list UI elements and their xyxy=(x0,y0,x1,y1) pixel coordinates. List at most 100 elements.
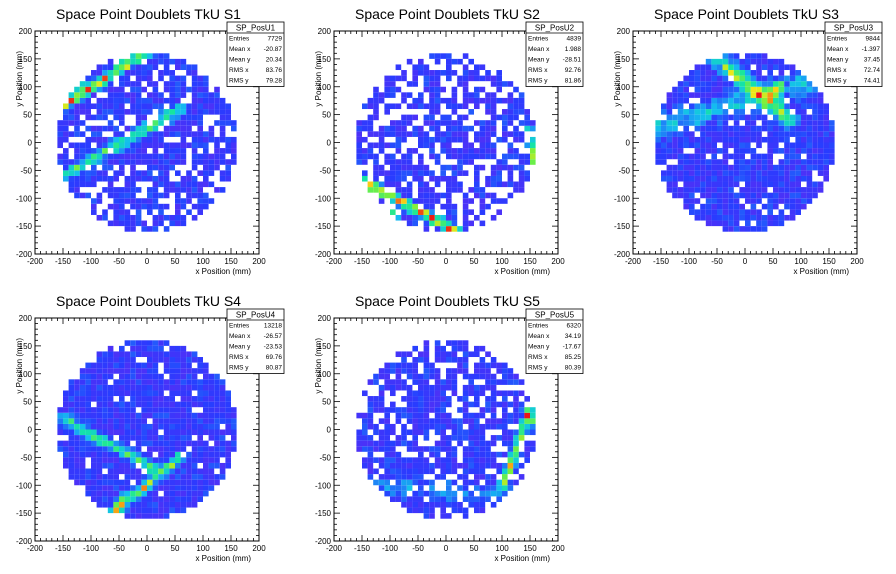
heatmap-bin xyxy=(502,97,508,104)
heatmap-bin xyxy=(203,198,209,204)
heatmap-bin xyxy=(474,170,480,176)
heatmap-bin xyxy=(412,220,418,227)
heatmap-bin xyxy=(208,462,215,469)
heatmap-bin xyxy=(141,86,147,93)
heatmap-bin xyxy=(457,396,463,402)
heatmap-bin xyxy=(756,220,762,227)
heatmap-bin xyxy=(518,103,525,110)
heatmap-bin xyxy=(795,209,801,215)
heatmap-bin xyxy=(440,203,446,210)
heatmap-bin xyxy=(163,401,170,408)
heatmap-bin xyxy=(180,396,187,402)
heatmap-bin xyxy=(689,192,695,199)
heatmap-bin xyxy=(113,496,119,502)
heatmap-bin xyxy=(135,435,142,441)
heatmap-bin xyxy=(524,125,530,132)
heatmap-bin xyxy=(124,407,131,413)
heatmap-bin xyxy=(485,474,491,480)
heatmap-bin xyxy=(462,159,469,165)
heatmap-bin xyxy=(418,214,424,221)
heatmap-bin xyxy=(130,407,136,413)
heatmap-bin xyxy=(705,220,712,227)
heatmap-bin xyxy=(429,490,435,497)
heatmap-bin xyxy=(711,97,717,104)
heatmap-bin xyxy=(91,181,97,188)
heatmap-bin xyxy=(96,351,103,358)
heatmap-bin xyxy=(705,131,712,137)
heatmap-bin xyxy=(152,198,159,204)
heatmap-bin xyxy=(74,474,80,480)
heatmap-bin xyxy=(429,92,435,98)
heatmap-bin xyxy=(147,75,153,82)
heatmap-bin xyxy=(141,474,147,480)
heatmap-bin xyxy=(378,198,385,204)
heatmap-bin xyxy=(158,109,164,115)
heatmap-bin xyxy=(423,142,430,149)
heatmap-bin xyxy=(434,75,441,82)
heatmap-bin xyxy=(362,446,368,452)
heatmap-bin xyxy=(462,70,469,76)
heatmap-bin xyxy=(446,175,452,182)
heatmap-bin xyxy=(496,75,502,82)
heatmap-bin xyxy=(180,103,187,110)
heatmap-bin xyxy=(829,153,835,160)
heatmap-bin xyxy=(96,64,103,71)
heatmap-bin xyxy=(63,131,69,137)
heatmap-bin xyxy=(418,209,424,215)
heatmap-bin xyxy=(175,457,181,463)
heatmap-bin xyxy=(784,198,790,204)
heatmap-bin xyxy=(214,401,220,408)
heatmap-bin xyxy=(356,440,362,447)
heatmap-bin xyxy=(57,120,63,126)
heatmap-bin xyxy=(373,97,379,104)
heatmap-bin xyxy=(113,501,119,508)
heatmap-bin xyxy=(175,474,181,480)
heatmap-bin xyxy=(429,120,435,126)
heatmap-bin xyxy=(169,429,175,436)
heatmap-bin xyxy=(750,125,757,132)
heatmap-bin xyxy=(728,175,734,182)
heatmap-bin xyxy=(507,175,514,182)
heatmap-bin xyxy=(474,384,480,391)
heatmap-bin xyxy=(733,70,740,76)
y-tick-label: 50 xyxy=(23,111,32,120)
heatmap-bin xyxy=(191,70,198,76)
heatmap-bin xyxy=(496,490,502,497)
heatmap-bin xyxy=(191,490,198,497)
heatmap-bin xyxy=(180,153,187,160)
heatmap-bin xyxy=(57,412,63,419)
heatmap-bin xyxy=(169,423,175,430)
heatmap-bin xyxy=(728,192,734,199)
heatmap-bin xyxy=(91,446,97,452)
heatmap-bin xyxy=(806,159,813,165)
heatmap-bin xyxy=(733,53,740,59)
heatmap-bin xyxy=(373,468,379,475)
heatmap-bin xyxy=(739,136,745,143)
heatmap-bin xyxy=(496,362,502,369)
heatmap-bin xyxy=(68,462,75,469)
heatmap-bin xyxy=(440,423,446,430)
heatmap-bin xyxy=(130,92,136,98)
heatmap-bin xyxy=(462,114,469,121)
heatmap-bin xyxy=(96,97,103,104)
heatmap-bin xyxy=(68,407,75,413)
heatmap-bin xyxy=(423,131,430,137)
heatmap-bin xyxy=(102,373,108,380)
heatmap-bin xyxy=(158,496,164,502)
heatmap-bin xyxy=(479,131,486,137)
heatmap-bin xyxy=(135,496,142,502)
heatmap-bin xyxy=(107,485,114,491)
heatmap-bin xyxy=(91,148,97,154)
heatmap-bin xyxy=(401,92,407,98)
heatmap-bin xyxy=(124,64,131,71)
heatmap-bin xyxy=(191,412,198,419)
heatmap-bin xyxy=(789,75,796,82)
heatmap-bin xyxy=(158,384,164,391)
heatmap-bin xyxy=(750,209,757,215)
stats-label: RMS y xyxy=(827,78,847,85)
heatmap-bin xyxy=(186,181,192,188)
heatmap-bin xyxy=(186,479,192,486)
heatmap-bin xyxy=(141,479,147,486)
heatmap-bin xyxy=(395,148,402,154)
heatmap-bin xyxy=(446,181,452,188)
